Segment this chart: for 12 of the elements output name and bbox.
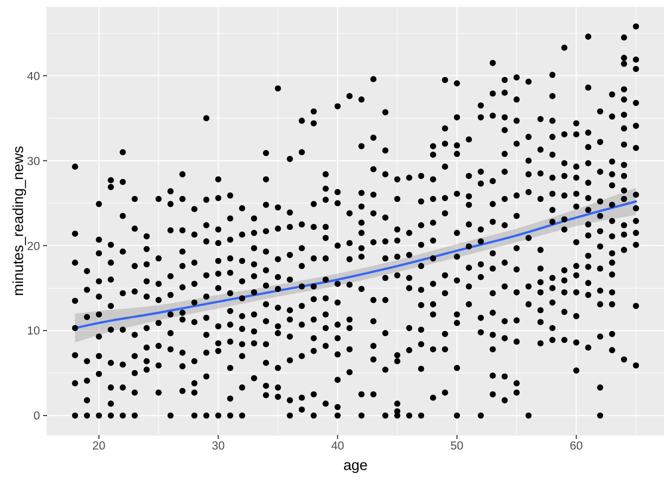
y-tick-label: 10: [26, 324, 40, 338]
x-tick-label: 40: [331, 439, 345, 452]
y-tick-label: 30: [26, 154, 40, 168]
x-tick-label: 30: [212, 439, 226, 452]
y-tick-label: 40: [26, 70, 40, 83]
x-tick-label: 20: [92, 439, 106, 452]
x-tick-label: 50: [450, 439, 464, 452]
x-axis-title: age: [343, 458, 368, 474]
x-tick-label: 60: [570, 439, 584, 452]
y-tick-label: 0: [33, 410, 40, 423]
y-axis-title: minutes_reading_news: [11, 146, 27, 296]
y-tick-label: 20: [26, 240, 40, 253]
